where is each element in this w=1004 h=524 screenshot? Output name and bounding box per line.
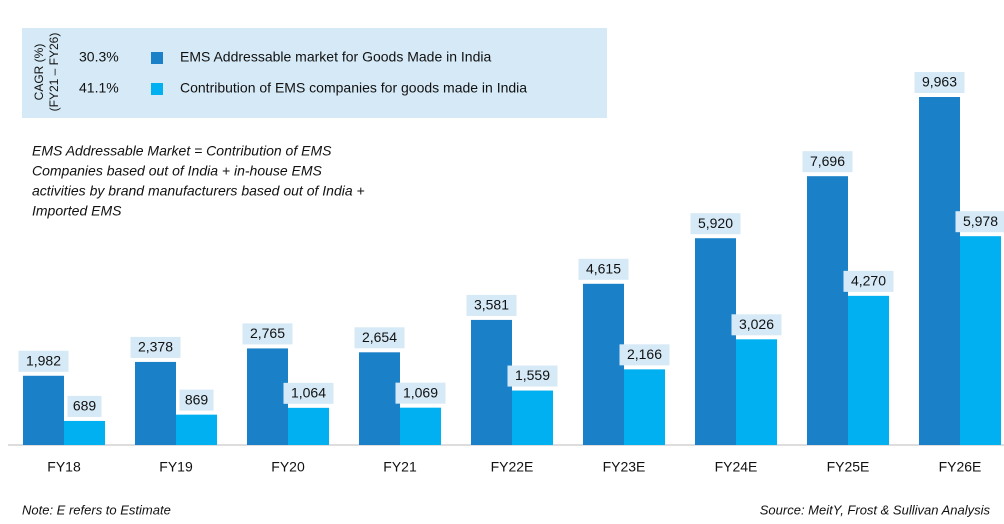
annotation: activities by brand manufacturers based … [32,183,365,199]
x-tick-label: FY24E [715,459,758,475]
value-label-bg [802,151,853,173]
value-label-bg [578,258,629,280]
value-label: 2,378 [138,339,173,355]
value-label: 1,064 [291,385,326,401]
x-tick-label: FY18 [47,459,81,475]
value-label-bg [18,350,69,372]
value-label-bg [843,270,894,292]
bar [288,407,329,445]
value-label-bg [690,213,741,235]
value-label-bg [914,72,965,93]
bar [624,369,665,445]
bar [135,361,176,445]
bar [23,375,64,445]
value-label-bg [395,382,446,404]
x-tick-label: FY19 [159,459,193,475]
annotation: Companies based out of India + in-house … [32,163,323,179]
value-label-bg [283,382,334,404]
bar [247,348,288,445]
bar [471,319,512,445]
note: Note: E refers to Estimate [22,502,171,517]
annotation: Imported EMS [32,203,122,219]
legend-swatch [151,83,163,95]
legend-label: EMS Addressable market for Goods Made in… [180,49,491,65]
value-label: 1,559 [515,367,550,383]
value-label-bg [619,344,670,366]
value-label: 1,069 [403,384,438,400]
value-label-bg [955,211,1004,233]
x-tick-label: FY22E [491,459,534,475]
bar [512,390,553,445]
bar [960,236,1001,445]
bar [736,339,777,445]
legend-swatch [151,52,163,64]
value-label-bg [466,294,517,316]
value-label-bg [179,389,214,411]
legend-box [22,28,607,118]
value-label: 689 [73,398,97,414]
bar [695,238,736,445]
value-label: 3,026 [739,316,774,332]
x-tick-label: FY23E [603,459,646,475]
value-label: 2,654 [362,329,397,345]
value-label-bg [130,336,181,358]
x-tick-label: FY21 [383,459,417,475]
value-label: 5,920 [698,215,733,231]
value-label-bg [354,327,405,349]
legend-title: (FY21 – FY26) [47,33,61,112]
value-label: 3,581 [474,297,509,313]
value-label: 2,765 [250,325,285,341]
x-tick-label: FY20 [271,459,305,475]
value-label: 869 [185,391,209,407]
value-label: 1,982 [26,352,61,368]
bar [583,283,624,445]
bar [359,352,400,445]
legend-cagr: 30.3% [79,49,119,65]
value-label: 4,615 [586,261,621,277]
value-label-bg [242,323,293,345]
legend-cagr: 41.1% [79,80,119,96]
source: Source: MeitY, Frost & Sullivan Analysis [760,502,991,517]
annotation: EMS Addressable Market = Contribution of… [32,143,332,159]
x-tick-label: FY26E [939,459,982,475]
value-label-bg [731,314,782,336]
bar [848,295,889,445]
value-label: 2,166 [627,346,662,362]
bar [919,97,960,445]
value-label: 4,270 [851,273,886,289]
legend-title: CAGR (%) [32,44,46,101]
value-label: 5,978 [963,213,998,229]
legend-label: Contribution of EMS companies for goods … [180,80,527,96]
value-label-bg [67,395,102,417]
value-label: 9,963 [922,74,957,90]
value-label-bg [507,365,558,387]
bar [400,407,441,445]
value-label: 7,696 [810,153,845,169]
x-tick-label: FY25E [827,459,870,475]
bar [64,420,105,445]
bar [807,176,848,446]
bar [176,414,217,445]
